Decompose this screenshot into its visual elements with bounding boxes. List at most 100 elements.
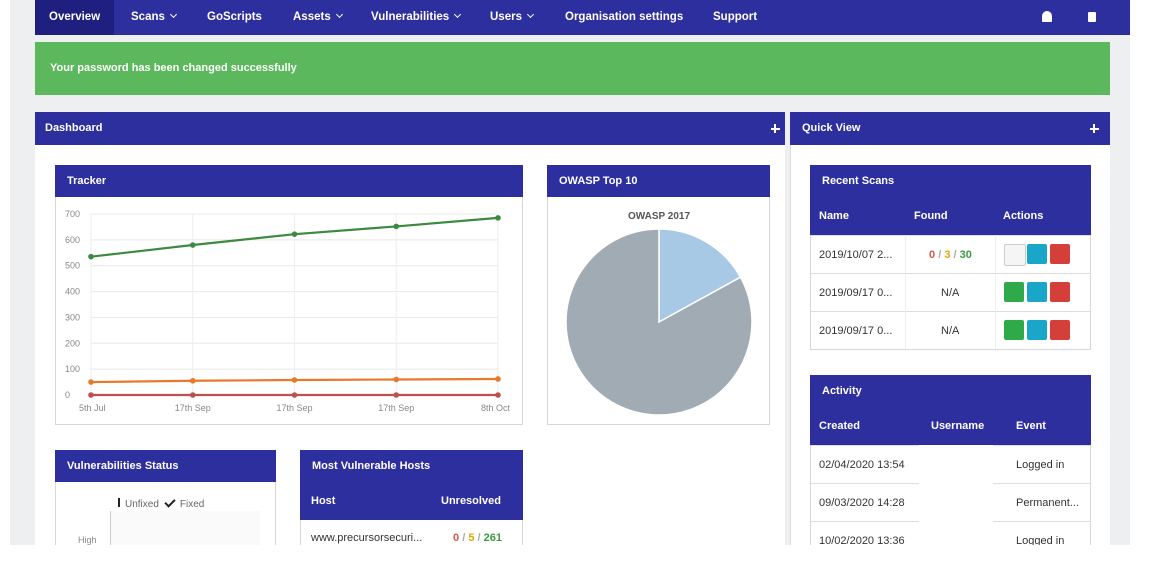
nav-item[interactable]: Overview — [35, 0, 115, 35]
nav-item[interactable]: Organisation settings — [565, 11, 684, 23]
count-cell: 0 / 5 / 261 — [453, 532, 502, 544]
edit-button[interactable] — [1027, 244, 1047, 264]
run-button[interactable] — [1004, 282, 1024, 302]
delete-button[interactable] — [1050, 282, 1070, 302]
column-header: Actions — [1003, 210, 1044, 222]
nav-item[interactable]: GoScripts — [207, 11, 262, 23]
bell-icon[interactable] — [1042, 11, 1052, 22]
cell-divider — [995, 273, 996, 311]
nav-item[interactable]: Support — [713, 11, 758, 23]
column-header: Created — [819, 420, 860, 432]
cell-divider — [995, 311, 996, 349]
legend: Unfixed Fixed — [118, 496, 205, 510]
column-header: Username — [931, 420, 985, 432]
success-alert: Your password has been changed successfu… — [35, 42, 1110, 95]
event: Logged in — [1016, 535, 1065, 545]
delete-button[interactable] — [1050, 244, 1070, 264]
created-date: 02/04/2020 13:54 — [819, 459, 905, 471]
quick-view-header: Quick View — [790, 112, 1110, 145]
data-point — [291, 392, 298, 398]
count: 0 — [453, 532, 460, 544]
delete-button[interactable] — [1050, 320, 1070, 340]
found-na: N/A — [941, 325, 960, 337]
nav-item[interactable]: Vulnerabilities — [357, 0, 474, 35]
cell-divider — [905, 235, 906, 273]
y-tick-label: 500 — [65, 261, 80, 271]
add-button[interactable] — [767, 112, 783, 145]
column-header: Unresolved — [441, 495, 501, 507]
row-divider — [811, 273, 1090, 274]
scan-name: 2019/09/17 0... — [819, 325, 893, 337]
data-point — [291, 377, 298, 383]
host-name: www.precursorsecuri... — [311, 532, 423, 544]
scan-name: 2019/10/07 2... — [819, 249, 893, 261]
panel-title: OWASP Top 10 — [547, 165, 770, 197]
dashboard-header: Dashboard — [35, 112, 785, 145]
vuln-status-panel: Vulnerabilities Status Unfixed Fixed High — [55, 450, 276, 545]
data-point — [393, 223, 400, 230]
table-header-row — [810, 197, 1091, 235]
x-tick-label: 5th Jul — [79, 403, 106, 413]
data-point — [495, 376, 501, 382]
panel-title: Tracker — [55, 165, 523, 197]
separator: / — [477, 532, 481, 544]
x-tick-label: 8th Oct — [481, 403, 511, 413]
trash-icon[interactable] — [1088, 12, 1096, 22]
nav-item[interactable]: Users — [476, 0, 547, 35]
nav-bar: Overview Scans GoScripts Assets Vulnerabilit… — [35, 0, 1130, 35]
chart: OWASP 2017 — [565, 211, 753, 416]
edit-button[interactable] — [1027, 320, 1047, 340]
data-point — [189, 242, 196, 248]
pie-slice — [658, 228, 742, 324]
y-axis-label: High — [78, 535, 97, 545]
legend-entry: Fixed — [179, 499, 205, 510]
legend-entry: Unfixed — [125, 499, 159, 510]
nav-item[interactable]: Assets — [279, 0, 356, 35]
column-header: Host — [311, 495, 336, 507]
cell-divider — [995, 235, 996, 273]
count: 5 — [468, 532, 475, 544]
column-header: Found — [914, 210, 948, 222]
data-point — [291, 231, 298, 237]
column-header: Event — [1016, 420, 1046, 432]
data-point — [88, 379, 94, 385]
event: Logged in — [1016, 459, 1065, 471]
add-button[interactable] — [1086, 112, 1102, 145]
data-point — [88, 392, 94, 398]
owasp-panel: OWASP Top 10 OWASP 2017 — [547, 165, 770, 425]
run-button[interactable] — [1004, 320, 1024, 340]
cell-divider — [905, 311, 906, 349]
y-tick-label: 600 — [65, 235, 80, 245]
table-header-row — [300, 482, 523, 520]
row-divider — [811, 311, 1090, 312]
data-point — [393, 392, 400, 398]
y-tick-label: 300 — [65, 312, 80, 322]
data-point — [495, 215, 501, 221]
y-tick-label: 0 — [65, 390, 70, 400]
data-point — [495, 392, 501, 398]
count: 30 — [959, 249, 972, 261]
panel-title: Most Vulnerable Hosts — [300, 450, 523, 482]
table-header-row — [810, 407, 1091, 445]
rescan-button[interactable] — [1004, 244, 1026, 266]
panel-title: Recent Scans — [810, 165, 1091, 197]
scan-name: 2019/09/17 0... — [819, 287, 893, 299]
x-tick-label: 17th Sep — [378, 403, 414, 413]
pie-slice — [565, 228, 753, 416]
nav-item[interactable]: Scans — [117, 0, 190, 35]
username-redacted — [919, 445, 993, 483]
y-tick-label: 200 — [65, 338, 80, 348]
chart-frame — [110, 511, 260, 545]
activity-panel: Activity Created Username Event 02/04/2020 1… — [810, 375, 1091, 545]
hosts-panel: Most Vulnerable Hosts Host Unresolved www.p… — [300, 450, 523, 545]
row-divider — [811, 235, 1090, 236]
created-date: 10/02/2020 13:36 — [819, 535, 905, 545]
edit-button[interactable] — [1027, 282, 1047, 302]
separator: / — [953, 249, 957, 261]
tracker-panel: Tracker 0 100 200 300 400 500 600 700 5th Jul 17th… — [55, 165, 523, 425]
data-point — [189, 377, 196, 384]
data-point — [393, 376, 400, 383]
data-point — [88, 253, 94, 260]
count: 261 — [483, 532, 502, 544]
